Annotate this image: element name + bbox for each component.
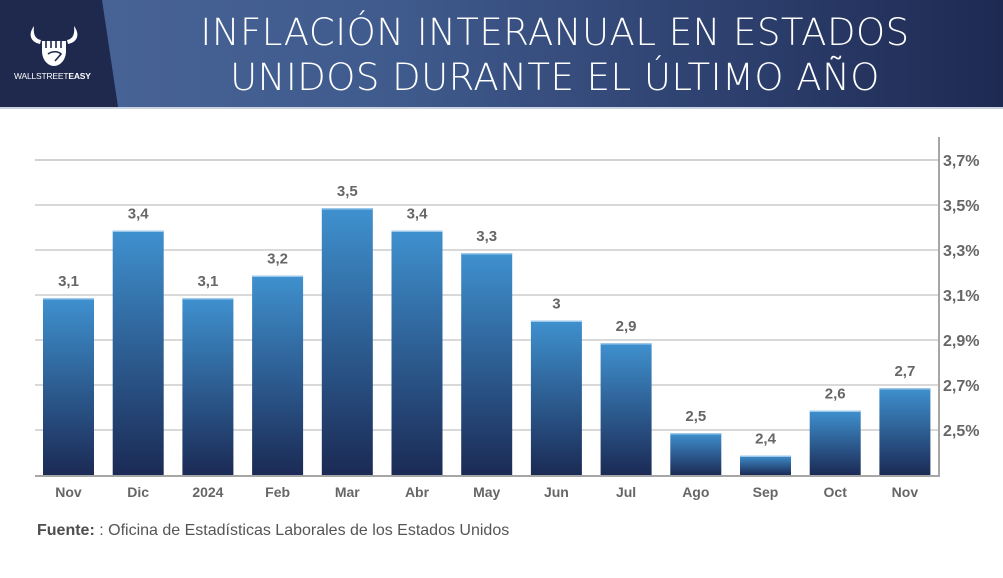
- bull-fist-icon: [30, 26, 78, 66]
- bar: [809, 410, 861, 475]
- y-tick-label: 3,3%: [943, 243, 979, 260]
- header-banner: [0, 0, 1003, 107]
- bar-top-highlight: [112, 230, 164, 232]
- value-label: 3,5: [337, 183, 358, 200]
- value-label: 2,6: [825, 386, 846, 403]
- value-label: 3,1: [197, 273, 218, 290]
- bar: [461, 253, 513, 475]
- value-labels: 3,1 3,4 3,1 3,2 3,5 3,4 3,3 3 2,9 2,5 2,4 2,6 2,7: [58, 183, 915, 448]
- value-label: 3,3: [476, 228, 497, 245]
- bar-top-highlight: [252, 275, 304, 277]
- bar: [252, 275, 304, 475]
- source-note: Fuente: : Oficina de Estadísticas Labora…: [37, 522, 509, 540]
- brand-name: WALLSTREETEASY: [14, 71, 94, 81]
- bar-top-highlight: [879, 388, 931, 390]
- source-label: Fuente:: [37, 522, 95, 539]
- bar-top-highlight: [600, 343, 652, 345]
- value-label: 2,5: [685, 408, 706, 425]
- x-tick-label: Abr: [405, 484, 430, 500]
- brand-panel: WALLSTREETEASY: [0, 0, 118, 107]
- value-label: 2,9: [616, 318, 637, 335]
- bar-top-highlight: [530, 320, 582, 322]
- bar-top-highlight: [809, 410, 861, 412]
- bar: [43, 298, 94, 475]
- value-label: 3: [552, 296, 560, 313]
- x-tick-label: Nov: [55, 484, 82, 500]
- bar-top-highlight: [391, 230, 443, 232]
- value-label: 3,4: [407, 206, 429, 223]
- header-divider: [0, 107, 1003, 109]
- brand-name-bold: EASY: [68, 71, 91, 81]
- x-tick-label: Oct: [824, 484, 848, 500]
- x-tick-label: Dic: [127, 484, 149, 500]
- title-line-2: UNIDOS DURANTE EL ÚLTIMO AÑO: [230, 56, 880, 99]
- bar: [879, 388, 931, 475]
- x-tick-label: Jul: [616, 484, 636, 500]
- x-tick-label: Ago: [682, 484, 709, 500]
- bar-top-highlight: [670, 433, 722, 435]
- bar-top-highlight: [321, 208, 373, 210]
- value-label: 3,4: [128, 206, 150, 223]
- y-tick-label: 2,7%: [943, 378, 979, 395]
- x-tick-label: May: [473, 484, 500, 500]
- value-label: 3,2: [267, 251, 288, 268]
- bar-top-highlight: [461, 253, 513, 255]
- title-line-1: INFLACIÓN INTERANUAL EN ESTADOS: [200, 11, 910, 54]
- y-tick-label: 3,7%: [943, 153, 979, 170]
- y-tick-label: 3,1%: [943, 288, 979, 305]
- value-label: 3,1: [58, 273, 79, 290]
- bar: [391, 230, 443, 475]
- brand-name-light: WALLSTREET: [14, 71, 69, 81]
- x-tick-label: Nov: [892, 484, 919, 500]
- bar: [112, 230, 164, 475]
- x-tick-label: Mar: [335, 484, 360, 500]
- bars: [43, 208, 931, 475]
- bar: [670, 433, 722, 475]
- y-tick-label: 2,9%: [943, 333, 979, 350]
- y-tick-label: 2,5%: [943, 423, 979, 440]
- bar: [600, 343, 652, 475]
- x-tick-label: Feb: [265, 484, 290, 500]
- bar: [182, 298, 234, 475]
- x-tick-label: 2024: [192, 484, 223, 500]
- y-tick-labels: 2,5% 2,7% 2,9% 3,1% 3,3% 3,5% 3,7%: [943, 153, 979, 440]
- value-label: 2,4: [755, 431, 777, 448]
- value-label: 2,7: [894, 363, 915, 380]
- bar-top-highlight: [740, 455, 791, 457]
- bar: [530, 320, 582, 475]
- bar-top-highlight: [182, 298, 234, 300]
- chart-title: INFLACIÓN INTERANUAL EN ESTADOS UNIDOS D…: [130, 10, 980, 100]
- bar-top-highlight: [43, 298, 94, 300]
- x-tick-label: Jun: [544, 484, 569, 500]
- source-text: : Oficina de Estadísticas Laborales de l…: [94, 522, 510, 539]
- bar: [321, 208, 373, 475]
- x-tick-labels: Nov Dic 2024 Feb Mar Abr May Jun Jul Ago Sep Oct Nov: [55, 484, 918, 500]
- bar: [740, 455, 791, 475]
- x-tick-label: Sep: [753, 484, 779, 500]
- y-tick-label: 3,5%: [943, 198, 979, 215]
